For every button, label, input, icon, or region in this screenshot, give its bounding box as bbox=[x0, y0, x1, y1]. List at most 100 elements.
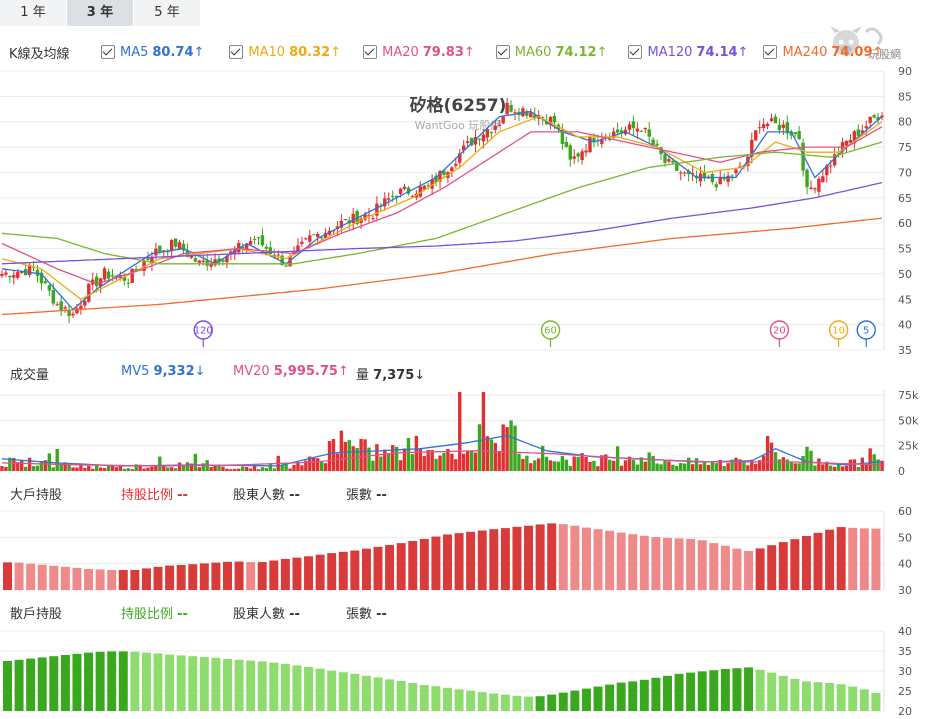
holder-bar bbox=[14, 562, 24, 590]
holder-bar bbox=[605, 530, 615, 590]
volume-bar bbox=[264, 468, 269, 471]
checkbox-icon[interactable] bbox=[628, 45, 643, 59]
volume-bar bbox=[651, 455, 655, 471]
volume-bar bbox=[718, 459, 722, 471]
candle-body bbox=[256, 237, 261, 239]
holder-bar bbox=[744, 667, 754, 711]
candle-body bbox=[442, 170, 446, 175]
volume-bar bbox=[296, 463, 300, 471]
ma240-toggle[interactable]: MA240 74.09 ↑ bbox=[763, 45, 883, 60]
retail-shares-text: 張數 bbox=[346, 607, 373, 622]
checkbox-icon[interactable] bbox=[363, 45, 378, 59]
volume-bar bbox=[383, 449, 387, 471]
candle-body bbox=[801, 142, 805, 171]
candle-body bbox=[438, 170, 442, 182]
candle-body bbox=[177, 242, 182, 250]
ma120-toggle[interactable]: MA120 74.14 ↑ bbox=[628, 45, 748, 60]
candle-body bbox=[576, 153, 580, 157]
volume-bar bbox=[229, 469, 233, 471]
ma5-toggle[interactable]: MA5 80.74 ↑ bbox=[101, 45, 204, 60]
volume-bar bbox=[679, 462, 683, 471]
volume-bar bbox=[434, 458, 438, 471]
volume-bar bbox=[698, 464, 703, 471]
volume-bar bbox=[726, 463, 730, 471]
volume-bar bbox=[426, 449, 430, 471]
holder-bar bbox=[663, 537, 672, 590]
holder-bar bbox=[651, 677, 661, 711]
holder-bar bbox=[257, 661, 267, 711]
checkbox-icon[interactable] bbox=[495, 45, 510, 59]
holder-bar bbox=[26, 658, 36, 711]
holder-bar bbox=[489, 529, 499, 590]
y-tick-label: 25 bbox=[898, 685, 912, 698]
candle-body bbox=[47, 285, 52, 291]
volume-bar bbox=[473, 452, 478, 471]
candle-body bbox=[181, 243, 186, 251]
volume-bar bbox=[442, 452, 446, 471]
volume-bar bbox=[485, 436, 490, 471]
candle-body bbox=[248, 240, 253, 245]
candle-body bbox=[600, 139, 604, 144]
candle-body bbox=[394, 195, 399, 198]
volume-bar bbox=[852, 459, 857, 471]
candle-body bbox=[686, 170, 691, 175]
retail-holders-chart[interactable]: 40 35 30 25 20 bbox=[0, 623, 931, 719]
volume-bar bbox=[635, 464, 640, 471]
holder-bar bbox=[512, 695, 522, 711]
volume-bar bbox=[848, 459, 853, 471]
tab-5-year[interactable]: 5 年 bbox=[134, 0, 200, 26]
candle-body bbox=[169, 239, 174, 252]
volume-bar bbox=[714, 463, 718, 471]
candle-body bbox=[627, 124, 632, 130]
price-chart[interactable]: 矽格(6257) WantGoo 玩股網 120 60 20 10 5 90 85 80 75… bbox=[0, 62, 931, 357]
candle-body bbox=[619, 130, 624, 133]
volume-bar bbox=[27, 457, 32, 471]
holder-bar bbox=[141, 652, 151, 711]
holder-bar bbox=[246, 660, 256, 711]
ma10-toggle[interactable]: MA10 80.32 ↑ bbox=[229, 45, 341, 60]
candle-body bbox=[241, 246, 245, 249]
volume-bar bbox=[690, 464, 695, 471]
candle-body bbox=[635, 128, 640, 132]
volume-bar bbox=[67, 463, 71, 471]
ma5-label: MA5 bbox=[120, 44, 149, 60]
volume-bar bbox=[414, 435, 419, 471]
volume-bar bbox=[497, 451, 501, 471]
candle-body bbox=[312, 234, 316, 236]
volume-bar bbox=[126, 468, 130, 471]
big-holders-chart[interactable]: 60 50 40 30 bbox=[0, 504, 931, 597]
tab-1-year[interactable]: 1 年 bbox=[0, 0, 66, 26]
volume-bar bbox=[667, 461, 671, 471]
volume-bar bbox=[327, 441, 332, 471]
volume-bar bbox=[59, 464, 63, 471]
volume-bar bbox=[339, 430, 344, 471]
tab-3-year[interactable]: 3 年 bbox=[67, 0, 133, 26]
candle-body bbox=[880, 115, 884, 118]
big-holders-title: 大戶持股 bbox=[10, 488, 63, 503]
volume-bar bbox=[51, 467, 55, 471]
checkbox-icon[interactable] bbox=[101, 45, 115, 59]
checkbox-icon[interactable] bbox=[229, 45, 244, 59]
holder-bar bbox=[605, 684, 615, 711]
holder-bar bbox=[466, 690, 476, 711]
holder-bar bbox=[72, 653, 82, 711]
checkbox-icon[interactable] bbox=[763, 45, 778, 59]
big-shares-value: -- bbox=[376, 488, 387, 503]
candle-body bbox=[477, 138, 482, 140]
volume-chart[interactable]: 75k 50k 25k 0 bbox=[0, 385, 931, 478]
candle-body bbox=[493, 126, 497, 130]
candle-body bbox=[193, 258, 198, 262]
volume-bar bbox=[351, 446, 355, 471]
volume-bar bbox=[410, 454, 415, 471]
volume-bar bbox=[615, 446, 620, 471]
mv5-label: MV5 bbox=[121, 364, 150, 379]
candle-body bbox=[611, 131, 616, 138]
candle-body bbox=[690, 173, 695, 175]
candle-body bbox=[462, 145, 466, 151]
ma60-toggle[interactable]: MA60 74.12 ↑ bbox=[495, 45, 607, 60]
ma20-toggle[interactable]: MA20 79.83 ↑ bbox=[363, 45, 475, 60]
volume-bar bbox=[761, 455, 766, 471]
volume-bar bbox=[481, 392, 486, 471]
y-tick-label: 65 bbox=[898, 192, 912, 205]
volume-bar bbox=[292, 464, 296, 471]
